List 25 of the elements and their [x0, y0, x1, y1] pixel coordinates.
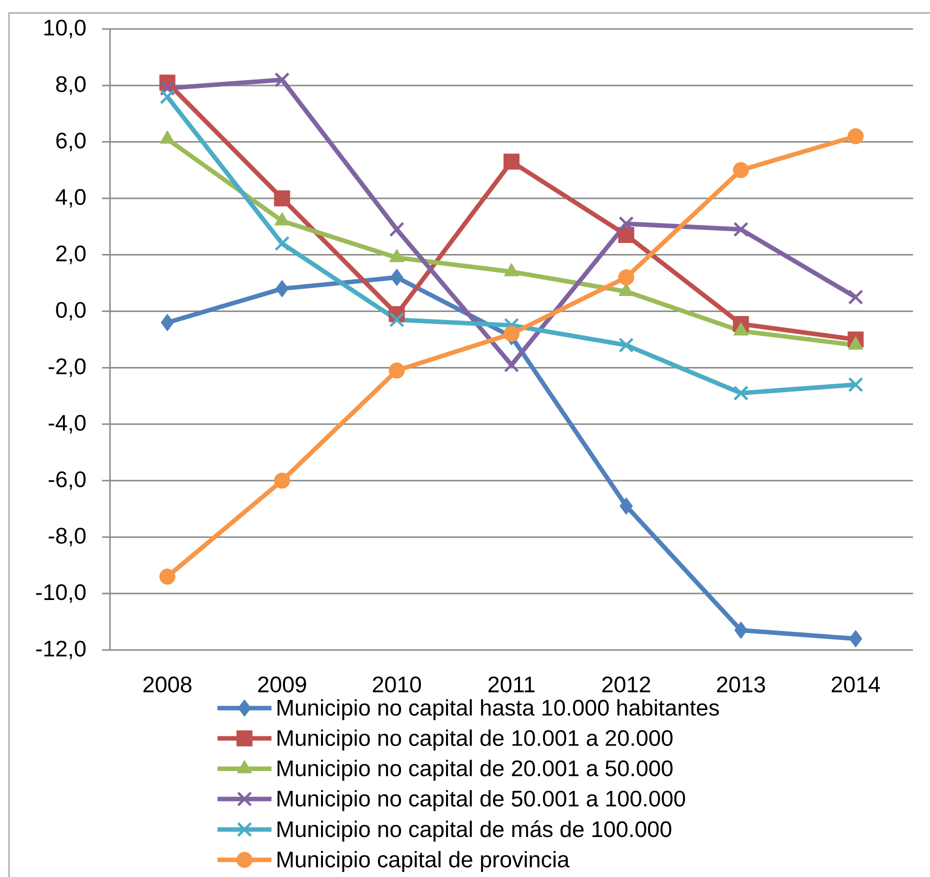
- x-tick-label: 2013: [717, 676, 765, 692]
- legend-label: Municipio no capital de 10.001 a 20.000: [278, 729, 673, 750]
- x-tick-label: 2014: [832, 676, 880, 692]
- legend-label: Municipio no capital de 50.001 a 100.000: [278, 790, 686, 812]
- x-tick-label: 2009: [258, 676, 306, 692]
- x-tick-label: 2008: [143, 676, 192, 692]
- y-tick-label: -12,0: [36, 640, 86, 660]
- y-tick-label: -6,0: [48, 471, 86, 490]
- y-tick-label: 6,0: [56, 132, 86, 152]
- x-tick-label: 2010: [372, 676, 421, 692]
- y-tick-label: -4,0: [48, 414, 86, 434]
- y-tick-label: 10,0: [44, 20, 86, 38]
- y-tick-label: -10,0: [36, 584, 86, 603]
- y-tick-label: 8,0: [56, 76, 86, 95]
- legend-label: Municipio no capital de más de 100.000: [278, 820, 672, 842]
- legend-label: Municipio no capital de 20.001 a 50.000: [278, 760, 673, 781]
- x-tick-label: 2011: [488, 676, 535, 692]
- y-tick-label: -8,0: [48, 528, 86, 546]
- legend-label: Municipio no capital hasta 10.000 habitantes: [278, 699, 719, 720]
- y-tick-label: 0,0: [56, 302, 86, 321]
- y-tick-label: -2,0: [48, 358, 86, 378]
- y-tick-label: 4,0: [56, 189, 86, 208]
- legend-label: Municipio capital de provincia: [278, 850, 570, 872]
- y-tick-label: 2,0: [56, 246, 86, 264]
- x-tick-label: 2012: [602, 676, 650, 692]
